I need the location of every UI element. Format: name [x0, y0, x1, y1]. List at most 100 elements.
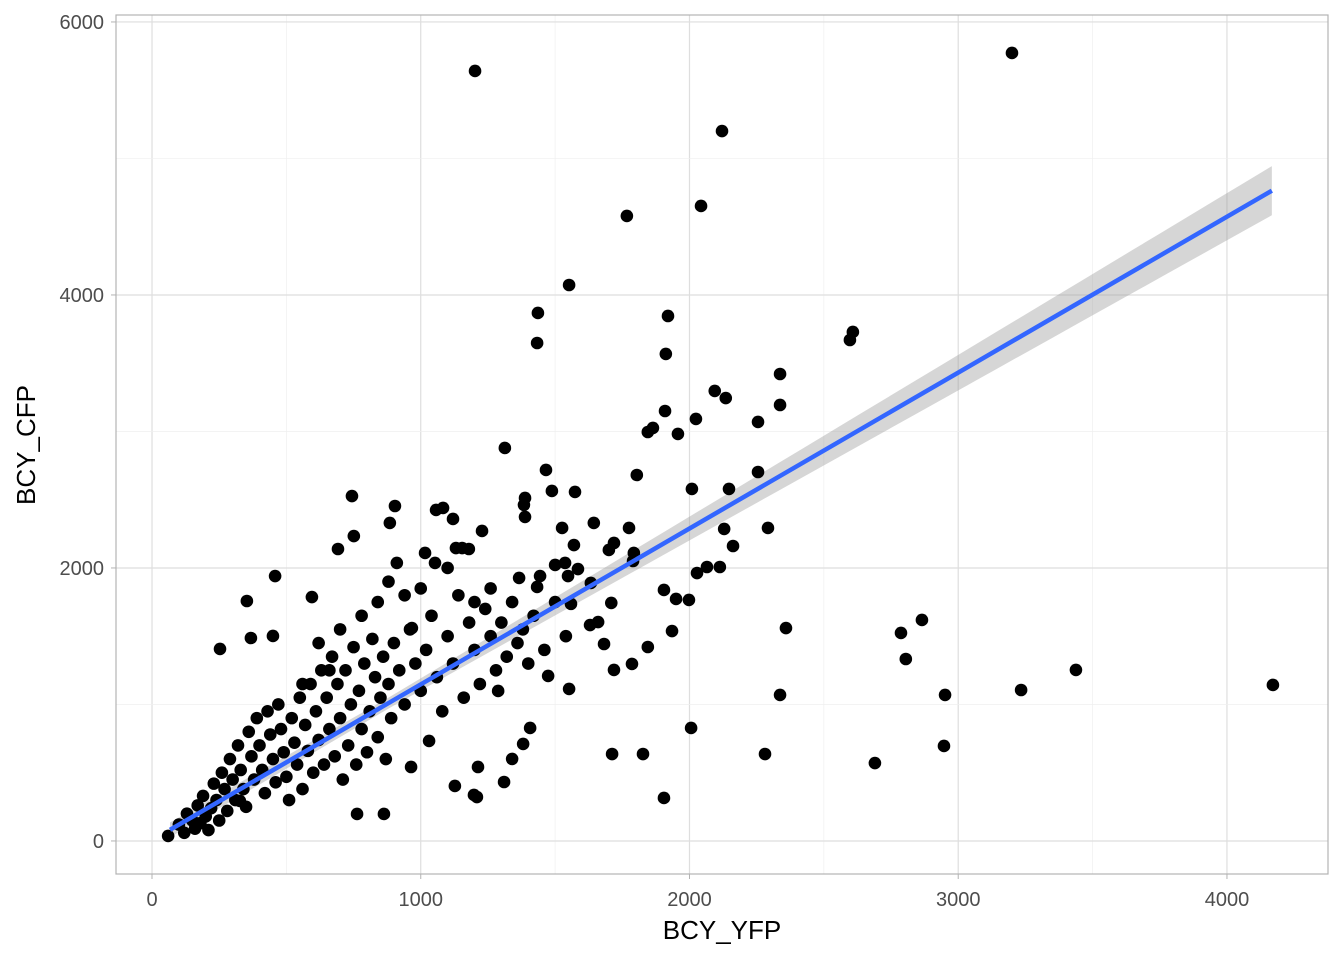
data-point [558, 556, 572, 570]
data-point [452, 588, 465, 602]
data-point [312, 636, 325, 650]
data-point [269, 775, 282, 789]
data-point [562, 278, 576, 292]
data-point [462, 616, 476, 629]
data-point [468, 595, 481, 609]
data-point [374, 691, 387, 704]
data-point [661, 309, 675, 323]
data-point [360, 745, 374, 759]
data-point [641, 425, 655, 439]
data-point [684, 721, 698, 735]
data-point [231, 739, 245, 752]
data-point [751, 415, 765, 429]
data-point [455, 541, 469, 555]
data-point [244, 631, 258, 645]
data-point [1069, 663, 1083, 677]
data-point [418, 546, 432, 560]
regression-line [168, 188, 1273, 832]
y-tick-label: 6000 [60, 12, 105, 34]
data-point [597, 637, 611, 651]
data-point [630, 468, 644, 482]
data-point [398, 588, 411, 602]
data-point [505, 752, 519, 766]
data-point [306, 766, 320, 780]
data-point [715, 124, 729, 138]
data-point [398, 698, 411, 711]
data-point [471, 760, 485, 774]
data-point [894, 626, 908, 640]
data-point [253, 739, 266, 752]
data-point [383, 516, 397, 530]
data-point [258, 786, 272, 800]
data-point [366, 632, 379, 646]
data-point [690, 566, 704, 580]
data-point [531, 306, 545, 320]
data-point [250, 711, 264, 725]
data-point [545, 484, 559, 498]
x-tick-label: 1000 [398, 889, 443, 911]
data-point [761, 521, 775, 535]
data-point [339, 664, 352, 677]
data-point [467, 788, 481, 802]
data-point [659, 347, 673, 361]
data-point [682, 593, 696, 607]
data-point [403, 623, 417, 636]
data-point [625, 657, 639, 671]
data-point [602, 543, 616, 557]
data-point [376, 650, 390, 663]
data-point [355, 609, 368, 623]
data-point [899, 652, 913, 666]
data-point [555, 521, 569, 535]
x-tick-label: 3000 [936, 889, 981, 911]
data-point [296, 677, 309, 691]
data-point [604, 596, 618, 610]
data-point [229, 793, 242, 807]
data-point [368, 670, 382, 684]
data-point [539, 463, 553, 477]
data-point [239, 800, 253, 814]
data-point [382, 677, 395, 691]
data-point [475, 524, 489, 538]
data-point [358, 657, 371, 670]
data-point [387, 636, 401, 650]
data-point [331, 542, 345, 556]
data-point [446, 512, 460, 526]
data-point [384, 711, 398, 725]
data-point [320, 691, 333, 704]
x-tick-label: 4000 [1205, 889, 1250, 911]
data-point [218, 782, 231, 796]
data-point [161, 829, 175, 843]
data-point [773, 688, 787, 702]
data-point [671, 427, 685, 441]
data-point [234, 763, 247, 777]
data-point [512, 571, 526, 585]
data-point [377, 807, 391, 821]
data-point [290, 758, 304, 771]
x-axis-title: BCY_YFP [663, 915, 782, 945]
data-point [414, 582, 428, 595]
data-point [266, 629, 280, 643]
data-point [685, 482, 699, 496]
regression-line-group [168, 188, 1273, 832]
data-point [350, 807, 364, 821]
y-tick-label: 4000 [60, 285, 105, 307]
data-point [500, 650, 514, 663]
data-point [773, 398, 787, 412]
data-point [448, 779, 462, 793]
data-point [419, 643, 433, 657]
data-point [355, 722, 368, 736]
data-point [669, 592, 683, 606]
data-point [428, 556, 442, 570]
data-point [657, 583, 671, 597]
data-point [298, 718, 312, 732]
data-point [345, 489, 359, 503]
data-point [191, 799, 204, 812]
data-point [484, 582, 497, 595]
data-point [325, 650, 339, 663]
data-point [620, 209, 634, 223]
data-point [622, 521, 636, 535]
data-point [533, 569, 547, 583]
data-points [161, 46, 1280, 843]
data-point [177, 826, 191, 840]
